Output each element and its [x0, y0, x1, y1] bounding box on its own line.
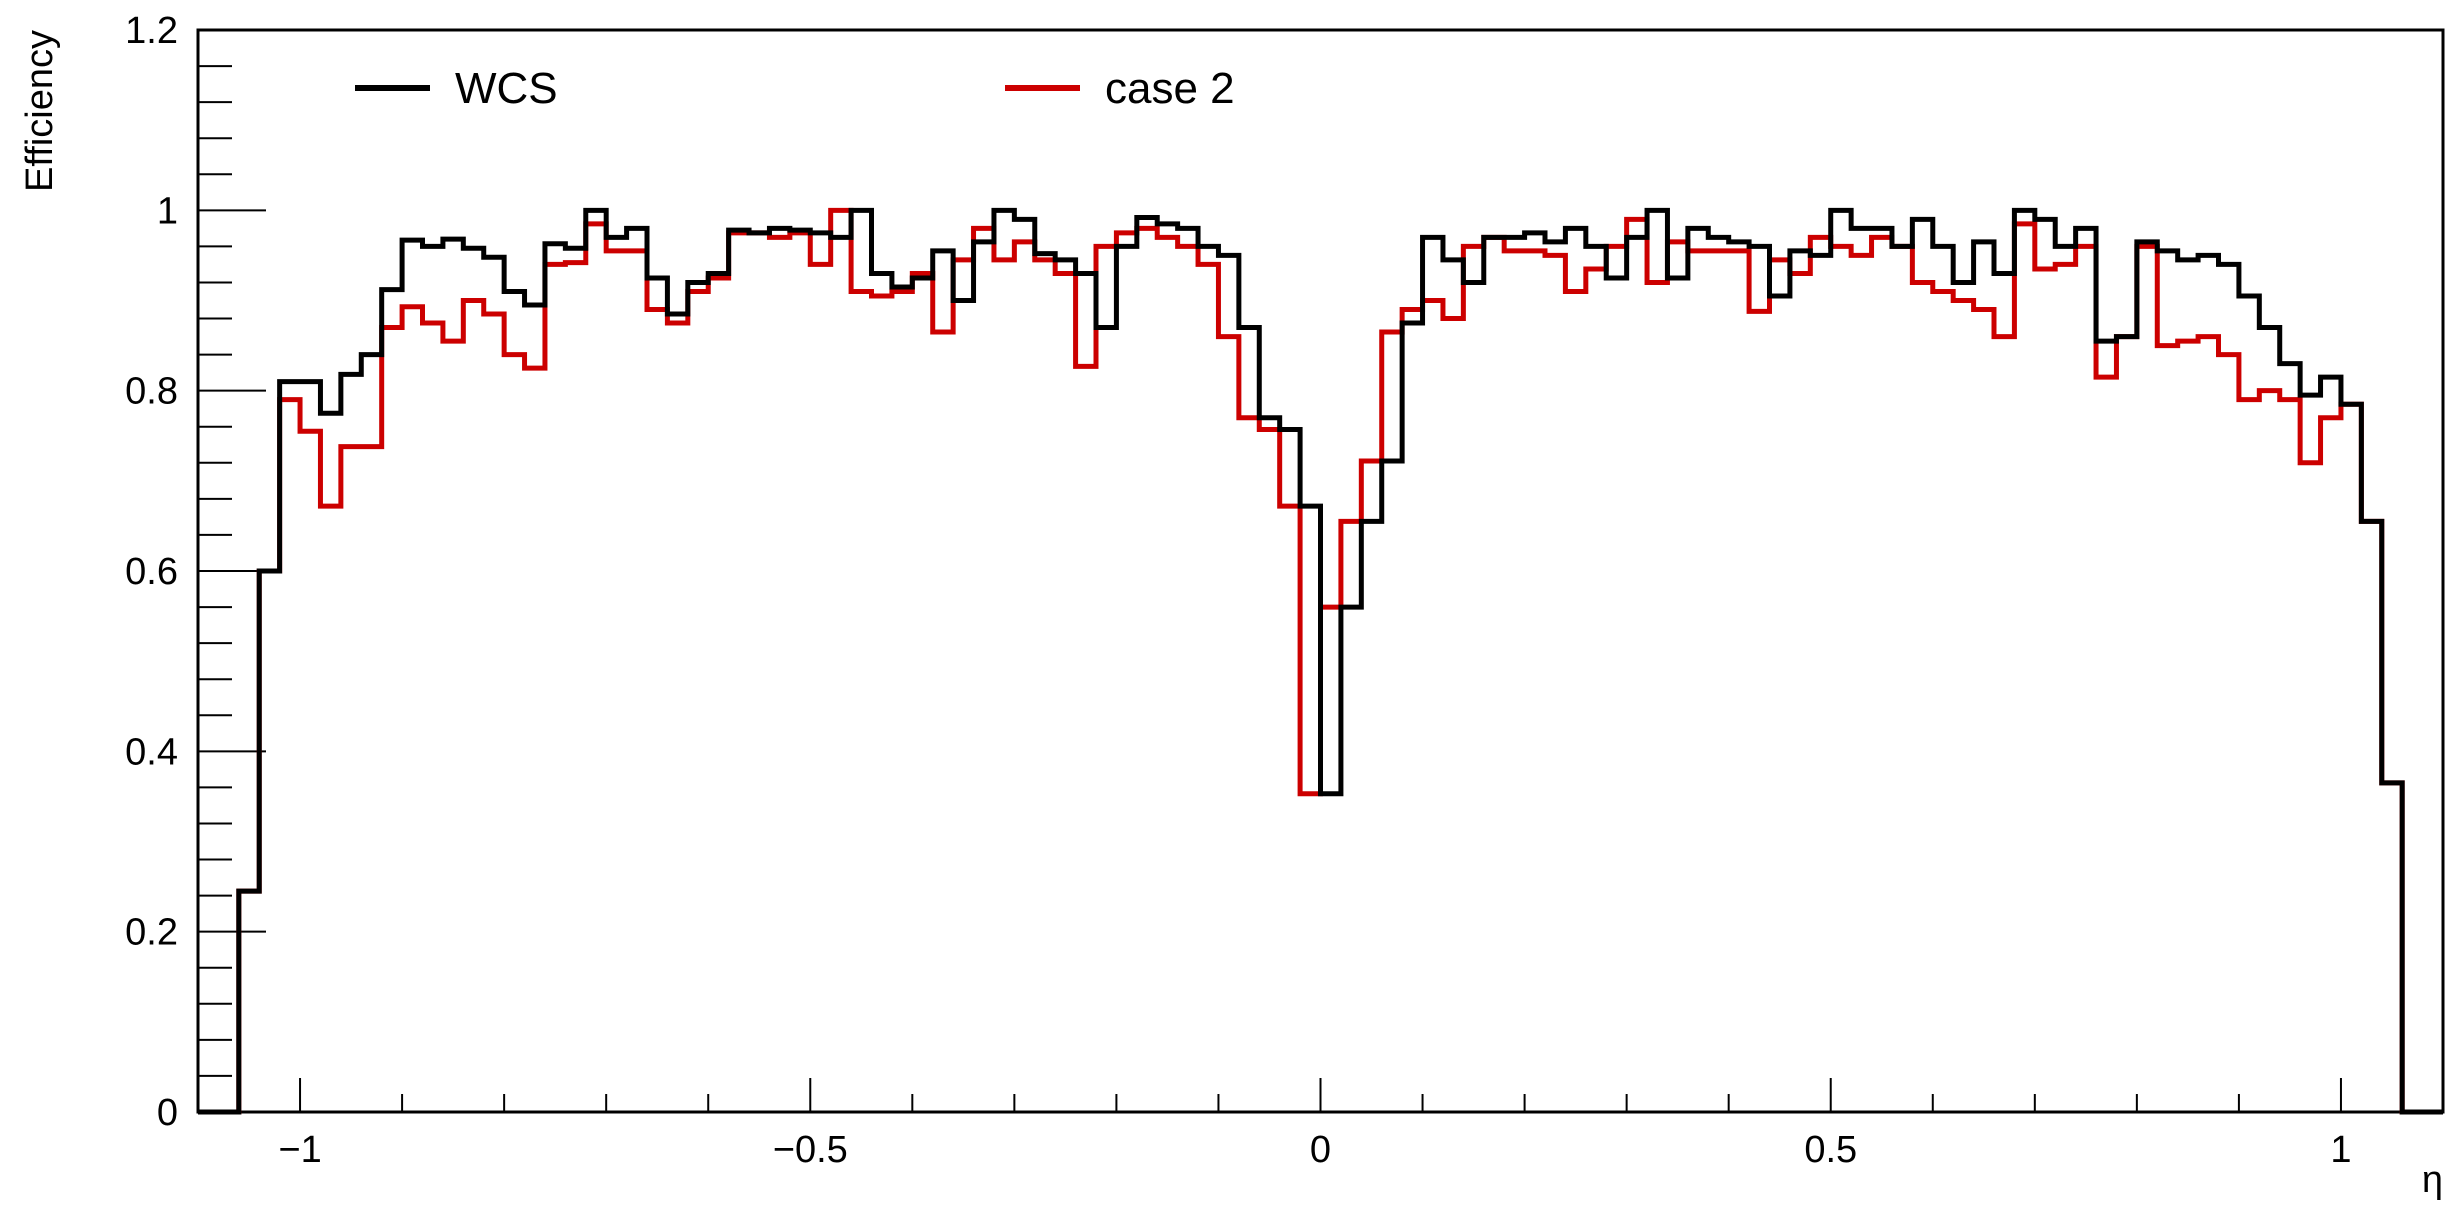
legend-label-case-2: case 2: [1105, 64, 1235, 113]
series-line-wcs: [198, 207, 2443, 1115]
x-tick-label: −1: [278, 1129, 321, 1171]
legend: WCS case 2: [355, 64, 1235, 113]
y-axis-title: Efficiency: [19, 30, 61, 192]
series-layer: [198, 207, 2443, 1115]
y-tick-label: 0.4: [125, 731, 178, 773]
y-tick-label: 0.6: [125, 551, 178, 593]
x-tick-label: 0: [1310, 1129, 1331, 1171]
x-tick-label: 1: [2330, 1129, 2351, 1171]
y-tick-label: 0.2: [125, 912, 178, 954]
x-tick-label: 0.5: [1804, 1129, 1857, 1171]
x-axis-title: η: [2422, 1159, 2443, 1201]
series-wcs: [198, 207, 2443, 1115]
y-axis-ticks: 0 0.2 0.4 0.6 0.8 1 1.2: [125, 10, 266, 1134]
x-axis-ticks: −1 −0.5 0 0.5 1: [278, 1078, 2352, 1171]
y-tick-label: 0.8: [125, 371, 178, 413]
x-tick-label: −0.5: [773, 1129, 848, 1171]
y-tick-label: 1.2: [125, 10, 178, 52]
legend-label-wcs: WCS: [455, 64, 558, 113]
y-tick-label: 1: [157, 190, 178, 232]
y-tick-label: 0: [157, 1092, 178, 1134]
